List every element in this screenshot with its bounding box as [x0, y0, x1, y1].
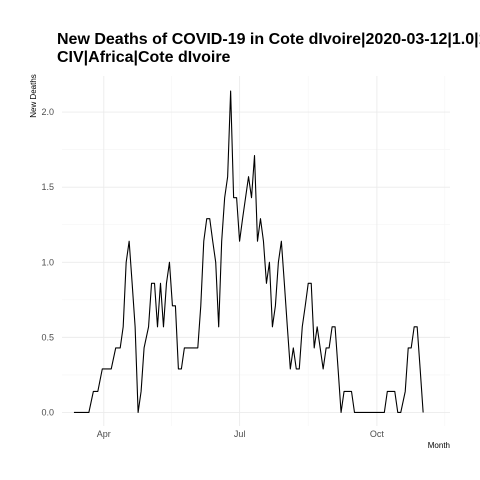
y-tick-label: 1.5 — [41, 182, 54, 192]
series-line-0 — [73, 90, 424, 414]
y-tick-label: 0.5 — [41, 332, 54, 342]
x-tick-label: Apr — [97, 429, 111, 439]
y-tick-label: 2.0 — [41, 107, 54, 117]
chart-title: New Deaths of COVID-19 in Cote dIvoire|2… — [57, 31, 480, 66]
x-tick-label: Jul — [234, 429, 246, 439]
x-axis-ticks: Apr Jul Oct — [97, 429, 385, 439]
y-tick-label: 0.0 — [41, 407, 54, 417]
y-axis-ticks: 0.0 0.5 1.0 1.5 2.0 — [41, 107, 54, 417]
grid — [62, 76, 450, 426]
chart-title-line-1: New Deaths of COVID-19 in Cote dIvoire|2… — [57, 31, 480, 48]
x-tick-label: Oct — [370, 429, 385, 439]
x-axis-label: Month — [428, 441, 450, 450]
series-layer — [73, 90, 424, 414]
y-axis-label: New Deaths — [29, 74, 38, 118]
chart-title-line-2: CIV|Africa|Cote dIvoire — [57, 49, 231, 66]
y-tick-label: 1.0 — [41, 257, 54, 267]
